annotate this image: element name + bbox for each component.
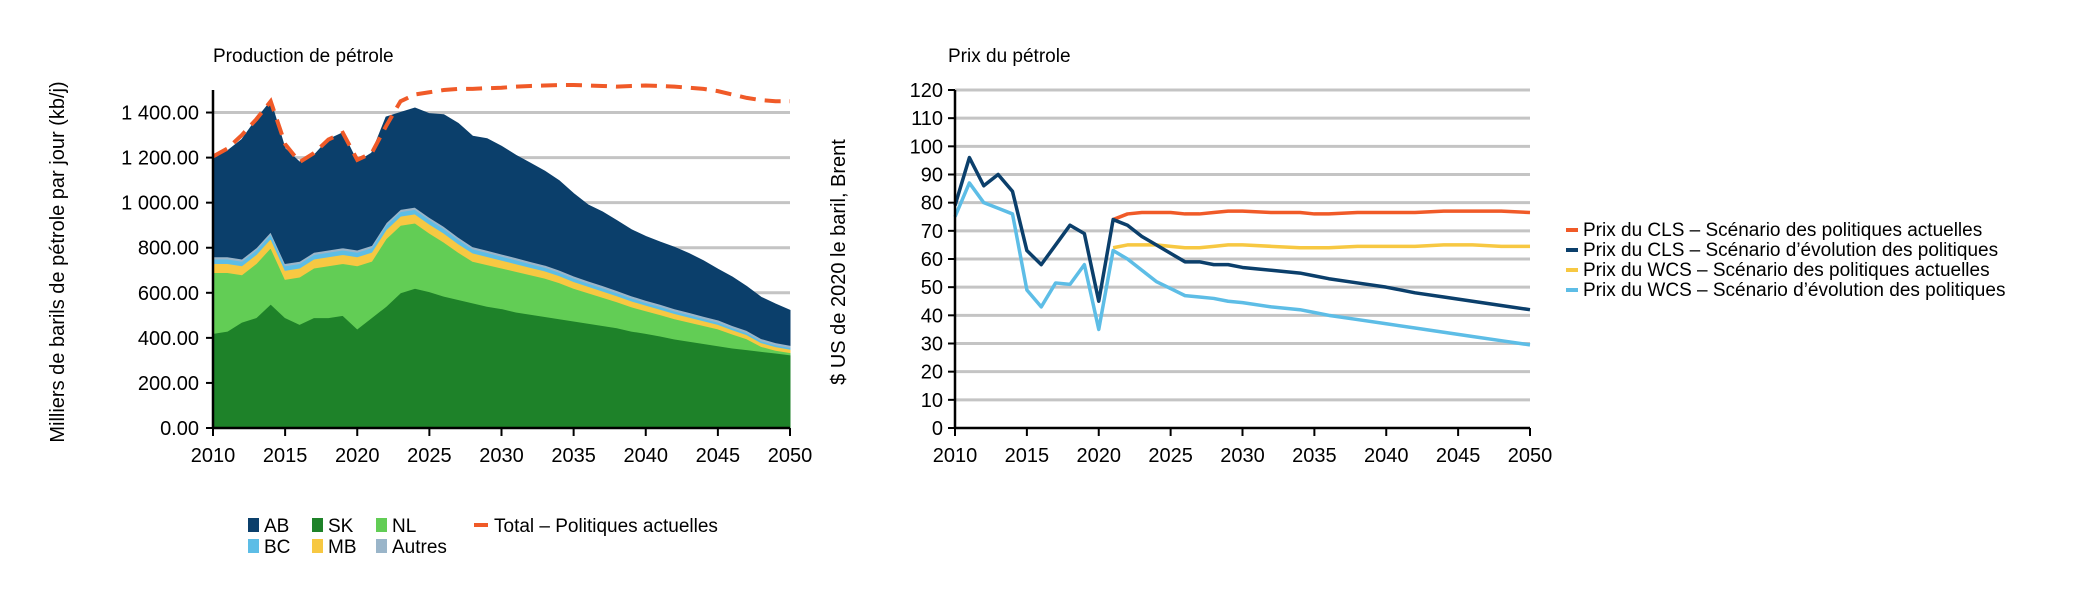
legend-swatch-nl xyxy=(376,518,387,532)
price-y-ticks: 0 10 20 30 40 50 60 70 80 90 100 110 120 xyxy=(910,80,955,440)
x-tick-label: 2050 xyxy=(768,445,813,467)
y-tick-label: 120 xyxy=(910,80,943,102)
y-tick-label: 200.00 xyxy=(138,373,199,395)
y-tick-label: 70 xyxy=(921,221,943,243)
legend-label-total: Total – Politiques actuelles xyxy=(494,516,718,537)
x-tick-label: 2025 xyxy=(1148,445,1193,467)
price-legend: Prix du CLS – Scénario des politiques ac… xyxy=(1566,220,2005,301)
y-tick-label: 20 xyxy=(921,362,943,384)
y-tick-label: 1 000.00 xyxy=(121,193,199,215)
series-line-3 xyxy=(953,181,1531,347)
y-tick-label: 600.00 xyxy=(138,283,199,305)
y-tick-label: 800.00 xyxy=(138,238,199,260)
legend-label-2: Prix du WCS – Scénario des politiques ac… xyxy=(1583,260,1990,281)
price-x-ticks: 2010 2015 2020 2025 2030 2035 2040 2045 2050 xyxy=(933,428,1553,467)
y-tick-label: 60 xyxy=(921,249,943,271)
y-tick-label: 80 xyxy=(921,193,943,215)
price-chart: Prix du pétrole 010203040506070809010011… xyxy=(828,46,2005,467)
total-line xyxy=(212,83,790,165)
production-y-ticks: 0.00 200.00 400.00 600.00 800.00 1 000.00 1 20… xyxy=(121,103,213,440)
y-tick-label: 90 xyxy=(921,165,943,187)
x-tick-label: 2010 xyxy=(191,445,236,467)
x-tick-label: 2045 xyxy=(696,445,741,467)
legend-label-ab: AB xyxy=(264,516,289,537)
legend-swatch-sk xyxy=(312,518,323,532)
production-chart-title: Production de pétrole xyxy=(213,46,394,67)
area-ab xyxy=(212,100,791,346)
production-x-ticks: 2010 2015 2020 2025 2030 2035 2040 2045 2050 xyxy=(191,428,813,467)
legend-label-3: Prix du WCS – Scénario d’évolution des p… xyxy=(1583,280,2005,301)
legend-swatch-bc xyxy=(248,539,259,553)
x-tick-label: 2015 xyxy=(263,445,308,467)
production-legend: AB SK NL BC MB Autres Total – Politiques actue… xyxy=(248,516,718,558)
y-tick-label: 30 xyxy=(921,334,943,356)
x-tick-label: 2035 xyxy=(1292,445,1337,467)
x-tick-label: 2030 xyxy=(1220,445,1265,467)
series-line-0 xyxy=(1112,209,1531,222)
legend-label-nl: NL xyxy=(392,516,416,537)
y-tick-label: 10 xyxy=(921,390,943,412)
x-tick-label: 2035 xyxy=(551,445,596,467)
y-tick-label: 1 400.00 xyxy=(121,103,199,125)
legend-label-0: Prix du CLS – Scénario des politiques ac… xyxy=(1583,220,1982,241)
y-tick-label: 110 xyxy=(911,108,943,130)
price-gridlines xyxy=(955,88,1530,402)
production-chart: Production de pétrole 0.00 200.00 400.00 60… xyxy=(47,46,812,558)
legend-swatch-mb xyxy=(312,539,323,553)
y-tick-label: 40 xyxy=(921,305,943,327)
production-areas xyxy=(212,100,791,429)
y-tick-label: 400.00 xyxy=(138,328,199,350)
x-tick-label: 2040 xyxy=(1364,445,1409,467)
y-tick-label: 50 xyxy=(921,277,943,299)
y-tick-label: 1 200.00 xyxy=(121,148,199,170)
x-tick-label: 2030 xyxy=(479,445,524,467)
legend-swatch-ab xyxy=(248,518,259,532)
y-tick-label: 100 xyxy=(910,136,943,158)
series-line-2 xyxy=(1112,243,1530,250)
x-tick-label: 2015 xyxy=(1005,445,1050,467)
price-lines xyxy=(953,155,1531,347)
x-tick-label: 2040 xyxy=(624,445,669,467)
legend-label-bc: BC xyxy=(264,537,290,558)
production-y-axis-label: Milliers de barils de pétrole par jour (… xyxy=(47,81,69,442)
x-tick-label: 2025 xyxy=(407,445,452,467)
x-tick-label: 2010 xyxy=(933,445,978,467)
legend-label-sk: SK xyxy=(328,516,354,537)
x-tick-label: 2045 xyxy=(1436,445,1481,467)
legend-swatch-autres xyxy=(376,539,387,553)
x-tick-label: 2020 xyxy=(1077,445,1122,467)
price-chart-title: Prix du pétrole xyxy=(948,46,1071,67)
x-tick-label: 2020 xyxy=(335,445,380,467)
y-tick-label: 0 xyxy=(932,418,943,440)
y-tick-label: 0.00 xyxy=(160,418,199,440)
legend-label-1: Prix du CLS – Scénario d’évolution des p… xyxy=(1583,240,1998,261)
price-y-axis-label: $ US de 2020 le baril, Brent xyxy=(828,139,850,385)
x-tick-label: 2050 xyxy=(1508,445,1553,467)
legend-label-autres: Autres xyxy=(392,537,447,558)
series-line-1 xyxy=(953,155,1531,312)
legend-label-mb: MB xyxy=(328,537,357,558)
